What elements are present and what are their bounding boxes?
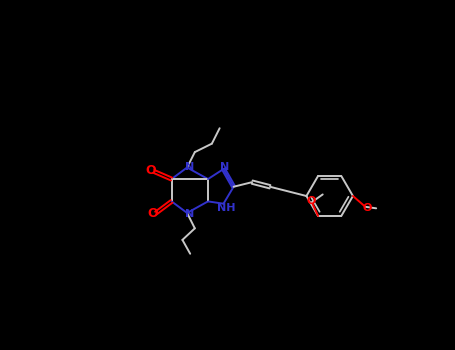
Text: O: O <box>362 203 372 212</box>
Text: N: N <box>185 162 194 172</box>
Text: O: O <box>145 164 156 177</box>
Text: NH: NH <box>217 203 235 212</box>
Text: N: N <box>185 210 194 219</box>
Text: O: O <box>147 207 157 220</box>
Text: N: N <box>220 162 230 172</box>
Text: O: O <box>306 196 316 206</box>
